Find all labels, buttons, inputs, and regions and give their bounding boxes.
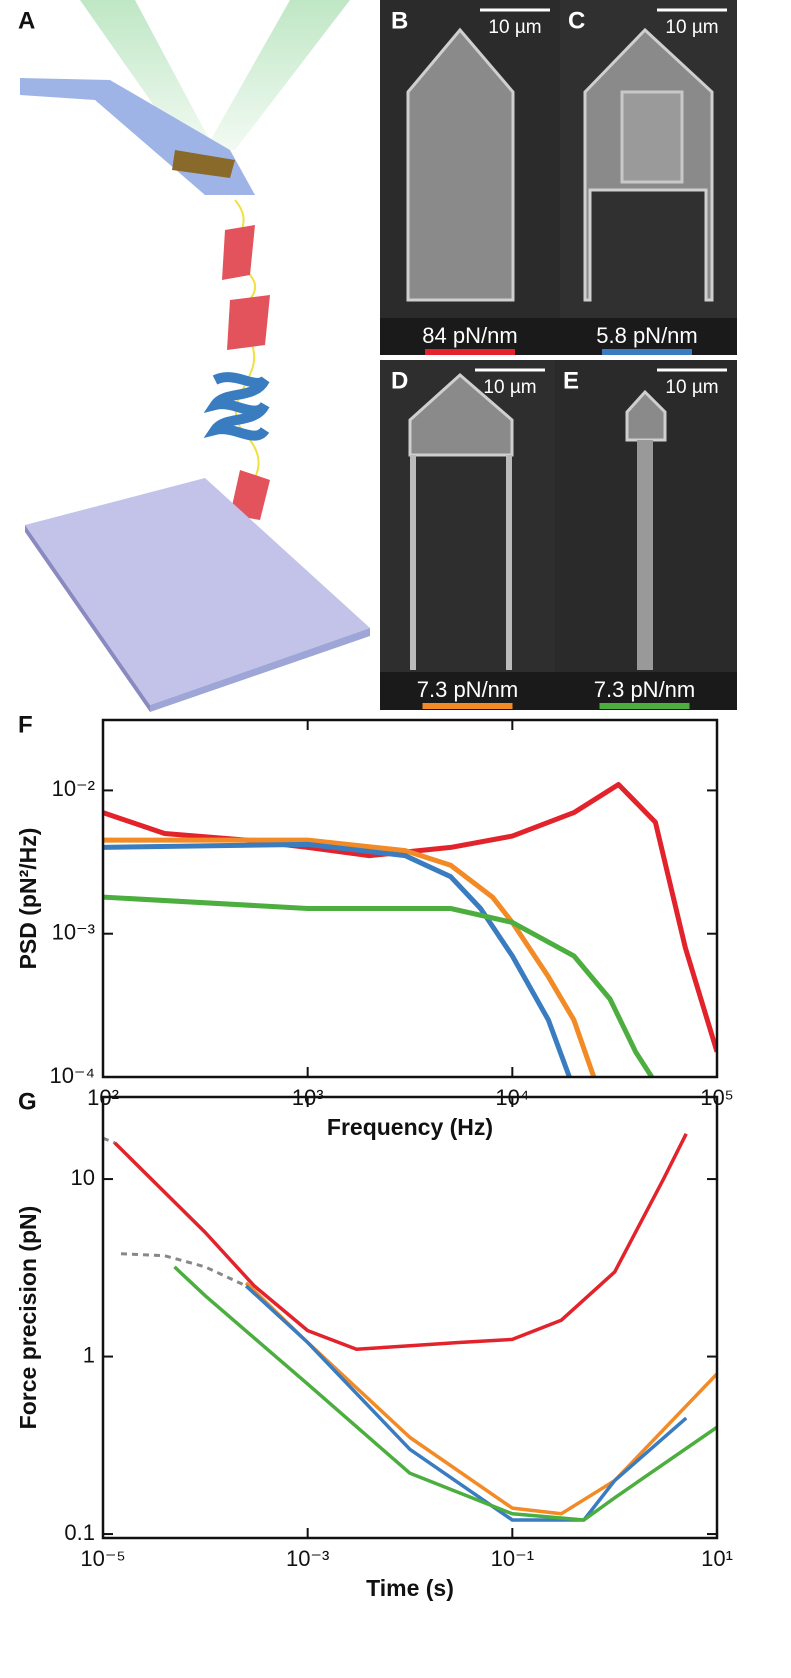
- plot-frame: [101, 718, 719, 1079]
- data-line: [103, 841, 572, 1077]
- data-line: [103, 782, 717, 1053]
- color-key: [599, 703, 690, 709]
- stiffness-label: 7.3 pN/nm: [594, 677, 696, 702]
- data-line: [103, 1136, 116, 1145]
- panel-label: A: [18, 7, 35, 34]
- illustration: [20, 0, 370, 712]
- y-tick-label: 10⁻²: [52, 776, 95, 801]
- x-axis-title: Frequency (Hz): [327, 1114, 493, 1140]
- scale-bar-label: 10 µm: [665, 377, 718, 398]
- scale-bar-label: 10 µm: [488, 17, 541, 38]
- data-line: [103, 894, 654, 1077]
- stiffness-label: 7.3 pN/nm: [417, 677, 519, 702]
- y-axis-title: Force precision (pN): [15, 1206, 41, 1430]
- x-axis-title: Time (s): [366, 1575, 454, 1601]
- color-key: [602, 349, 692, 355]
- panel-label: F: [18, 711, 33, 738]
- scale-bar-label: 10 µm: [483, 377, 536, 398]
- y-tick-label: 10⁻³: [52, 920, 95, 945]
- scale-bar-label: 10 µm: [665, 17, 718, 38]
- y-tick-label: 0.1: [64, 1520, 95, 1545]
- data-line: [244, 1281, 717, 1516]
- color-key: [425, 349, 515, 355]
- data-line: [244, 1284, 688, 1522]
- stiffness-label: 84 pN/nm: [422, 323, 517, 348]
- color-key: [422, 703, 513, 709]
- panel-label: B: [391, 7, 408, 34]
- panel-label: C: [568, 7, 585, 34]
- panel-label: E: [563, 367, 579, 394]
- y-tick-label: 10⁻⁴: [49, 1063, 95, 1088]
- plot-frame: [101, 1095, 719, 1540]
- x-tick-label: 10⁻³: [286, 1546, 329, 1571]
- x-tick-label: 10¹: [701, 1546, 733, 1571]
- y-axis-title: PSD (pN²/Hz): [15, 828, 41, 970]
- panel-label: G: [18, 1088, 37, 1115]
- panel-label: D: [391, 367, 408, 394]
- y-tick-label: 1: [83, 1342, 95, 1367]
- stiffness-label: 5.8 pN/nm: [596, 323, 698, 348]
- data-line: [173, 1265, 717, 1522]
- data-line: [113, 1133, 688, 1351]
- x-tick-label: 10⁻¹: [491, 1546, 534, 1571]
- data-line: [103, 837, 597, 1077]
- y-tick-label: 10: [71, 1165, 95, 1190]
- x-tick-label: 10⁻⁵: [80, 1546, 125, 1571]
